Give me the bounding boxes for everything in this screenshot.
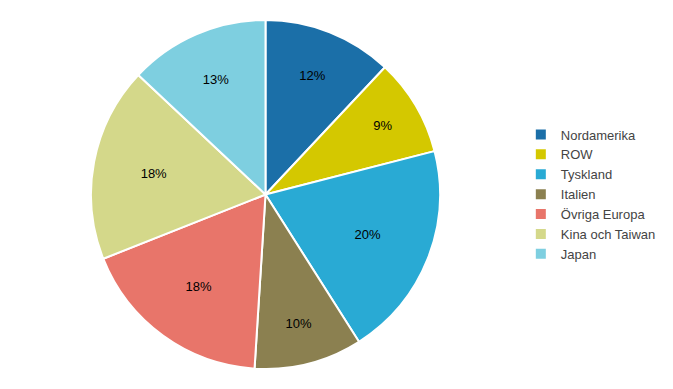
svg-text:Kina och Taiwan: Kina och Taiwan xyxy=(561,227,655,242)
svg-text:ROW: ROW xyxy=(561,147,594,162)
svg-text:Japan: Japan xyxy=(561,247,596,262)
svg-text:20%: 20% xyxy=(354,227,380,242)
svg-text:Italien: Italien xyxy=(561,187,596,202)
svg-text:Övriga Europa: Övriga Europa xyxy=(561,207,646,222)
svg-text:10%: 10% xyxy=(285,316,311,331)
svg-text:Nordamerika: Nordamerika xyxy=(561,128,636,143)
svg-text:18%: 18% xyxy=(141,166,167,181)
svg-text:12%: 12% xyxy=(299,68,325,83)
svg-text:Tyskland: Tyskland xyxy=(561,167,612,182)
svg-text:9%: 9% xyxy=(373,118,392,133)
svg-text:18%: 18% xyxy=(185,279,211,294)
svg-text:13%: 13% xyxy=(203,72,229,87)
